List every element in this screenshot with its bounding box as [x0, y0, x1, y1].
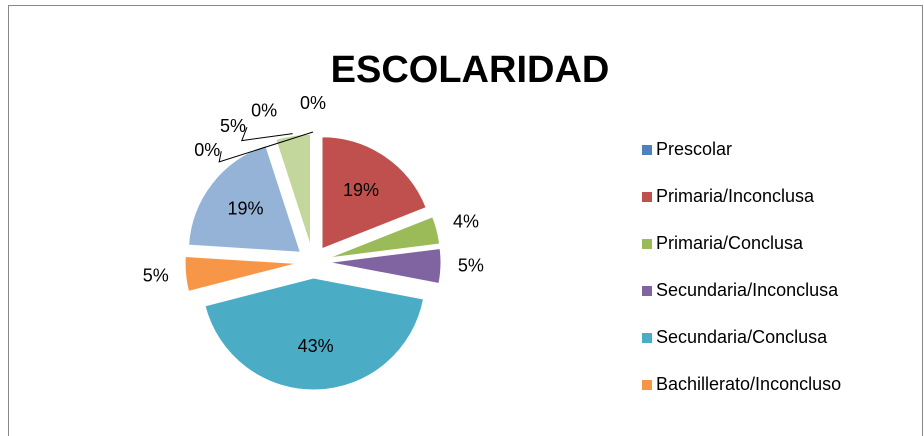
data-label: 19% — [227, 198, 263, 218]
pie-slice — [272, 140, 309, 247]
legend-label: Primaria/Conclusa — [656, 233, 804, 253]
data-label: 0% — [300, 93, 326, 113]
legend-swatch — [642, 286, 652, 296]
legend-swatch — [642, 380, 652, 390]
data-label: 4% — [453, 211, 479, 231]
legend-label: Prescolar — [656, 139, 732, 159]
legend-label: Secundaria/Conclusa — [656, 327, 828, 347]
pie-slice — [184, 255, 298, 292]
legend-swatch — [642, 333, 652, 343]
pie-slice — [328, 247, 442, 285]
data-label: 5% — [458, 256, 484, 276]
leader-line — [218, 131, 314, 163]
pie-slice — [328, 216, 441, 259]
data-label: 0% — [251, 100, 277, 120]
data-label: 5% — [220, 116, 246, 136]
pie-slice — [275, 133, 311, 247]
data-label: 5% — [143, 266, 169, 286]
legend-label: Bachillerato/Inconcluso — [656, 374, 841, 394]
legend-swatch — [642, 239, 652, 249]
pie-slice — [204, 277, 425, 391]
pie-slice — [188, 145, 302, 253]
chart-title: ESCOLARIDAD — [331, 49, 610, 91]
chart-border — [8, 5, 923, 436]
data-label: 0% — [194, 140, 220, 160]
data-label: 19% — [343, 180, 379, 200]
data-label: 43% — [298, 336, 334, 356]
legend-swatch — [642, 145, 652, 155]
legend-swatch — [642, 192, 652, 202]
legend-label: Secundaria/Inconclusa — [656, 280, 839, 300]
pie-slice — [321, 136, 427, 250]
leader-line — [240, 127, 293, 142]
legend-label: Primaria/Inconclusa — [656, 186, 815, 206]
